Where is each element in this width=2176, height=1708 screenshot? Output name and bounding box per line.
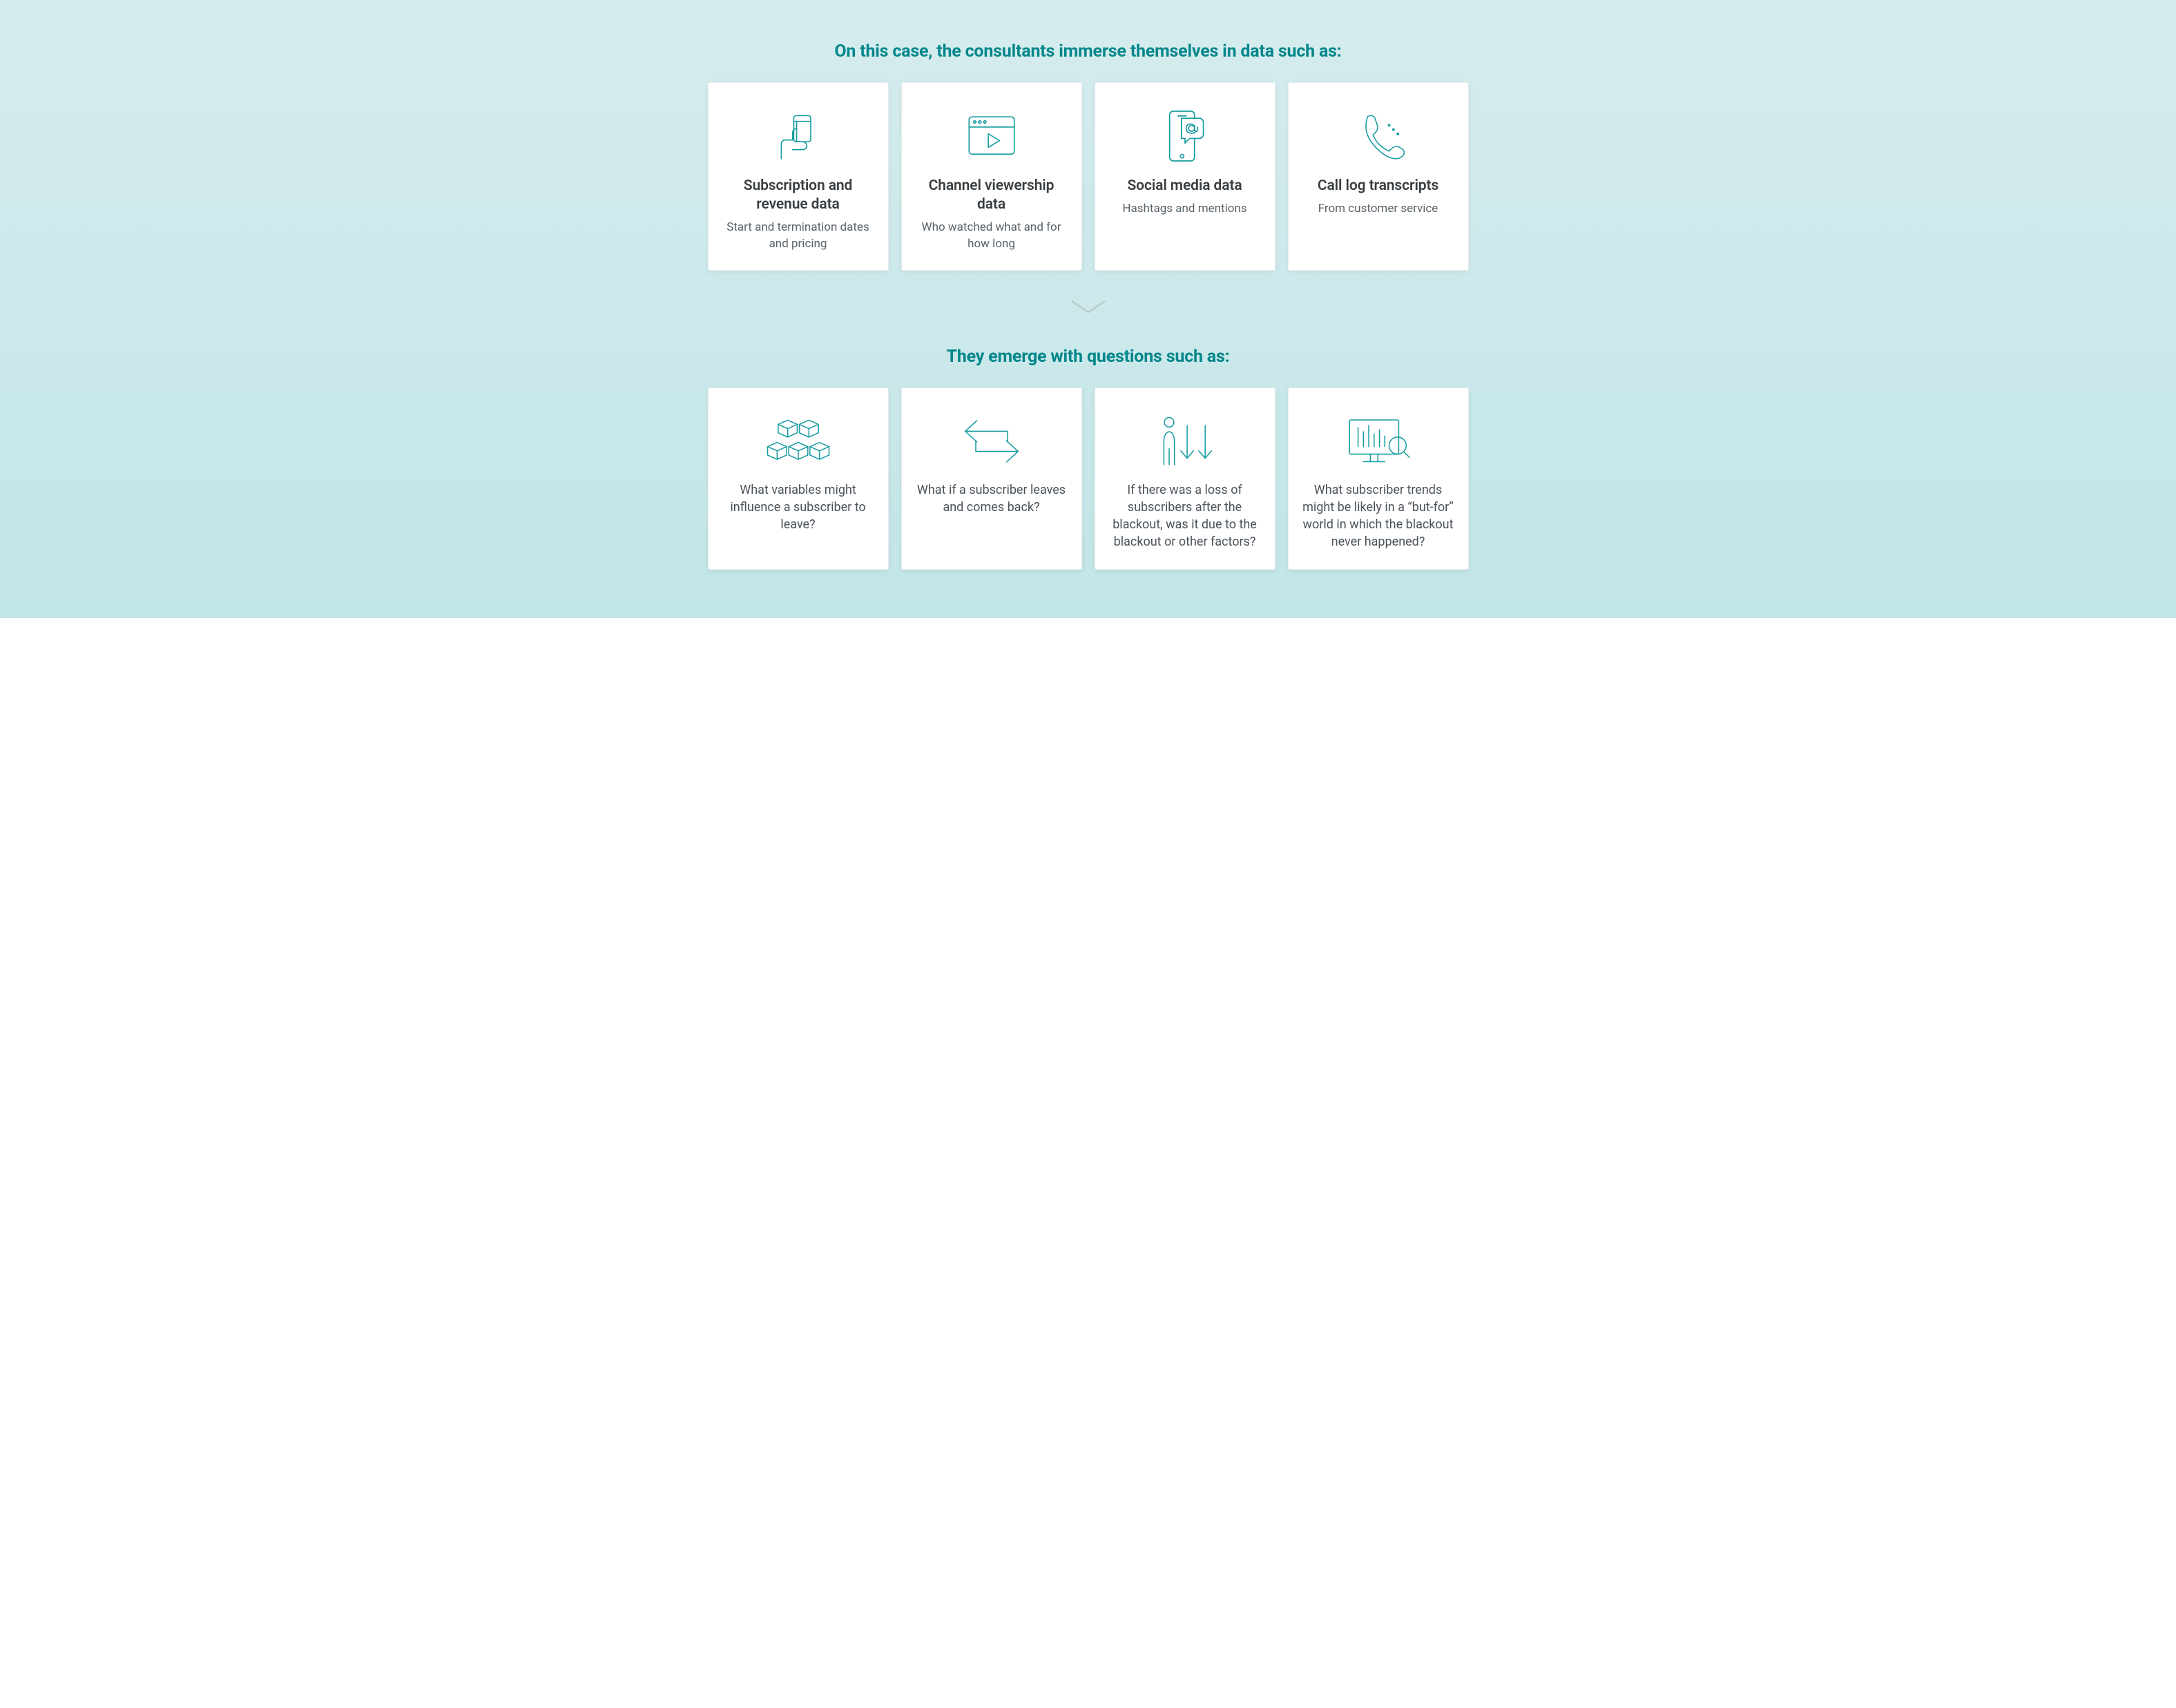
card-subtitle: Start and termination dates and pricing [721,220,876,253]
card-channel-viewership: Channel viewership data Who watched what… [901,82,1082,271]
card-question: If there was a loss of subscribers after… [1108,482,1262,550]
card-call-log: Call log transcripts From customer servi… [1288,82,1469,271]
card-variables: What variables might influence a subscri… [708,387,889,569]
card-subscription-revenue: Subscription and revenue data Start and … [708,82,889,271]
section1-heading: On this case, the consultants immerse th… [41,41,2135,61]
card-question: What subscriber trends might be likely i… [1301,482,1456,550]
cubes-icon [767,410,830,472]
monitor-chart-icon [1345,410,1412,472]
card-subtitle: Hashtags and mentions [1122,201,1246,218]
section2-row: What variables might influence a subscri… [41,387,2135,569]
section2-heading: They emerge with questions such as: [41,347,2135,367]
card-title: Social media data [1127,177,1242,195]
section1-row: Subscription and revenue data Start and … [41,82,2135,271]
person-down-icon [1153,410,1217,472]
swap-arrows-icon [960,410,1023,472]
video-player-icon [963,105,1020,167]
card-leave-return: What if a subscriber leaves and comes ba… [901,387,1082,569]
phone-at-icon [1160,105,1210,167]
card-question: What if a subscriber leaves and comes ba… [914,482,1069,517]
card-but-for-trends: What subscriber trends might be likely i… [1288,387,1469,569]
card-social-media: Social media data Hashtags and mentions [1095,82,1275,271]
phone-call-icon [1351,105,1405,167]
card-title: Subscription and revenue data [721,177,876,214]
card-title: Channel viewership data [914,177,1069,214]
card-subtitle: Who watched what and for how long [914,220,1069,253]
hand-card-icon [770,105,827,167]
chevron-down-icon [41,298,2135,319]
card-loss-blackout: If there was a loss of subscribers after… [1095,387,1275,569]
infographic-page: On this case, the consultants immerse th… [0,0,2176,618]
card-subtitle: From customer service [1318,201,1438,218]
card-title: Call log transcripts [1318,177,1438,195]
card-question: What variables might influence a subscri… [721,482,876,533]
